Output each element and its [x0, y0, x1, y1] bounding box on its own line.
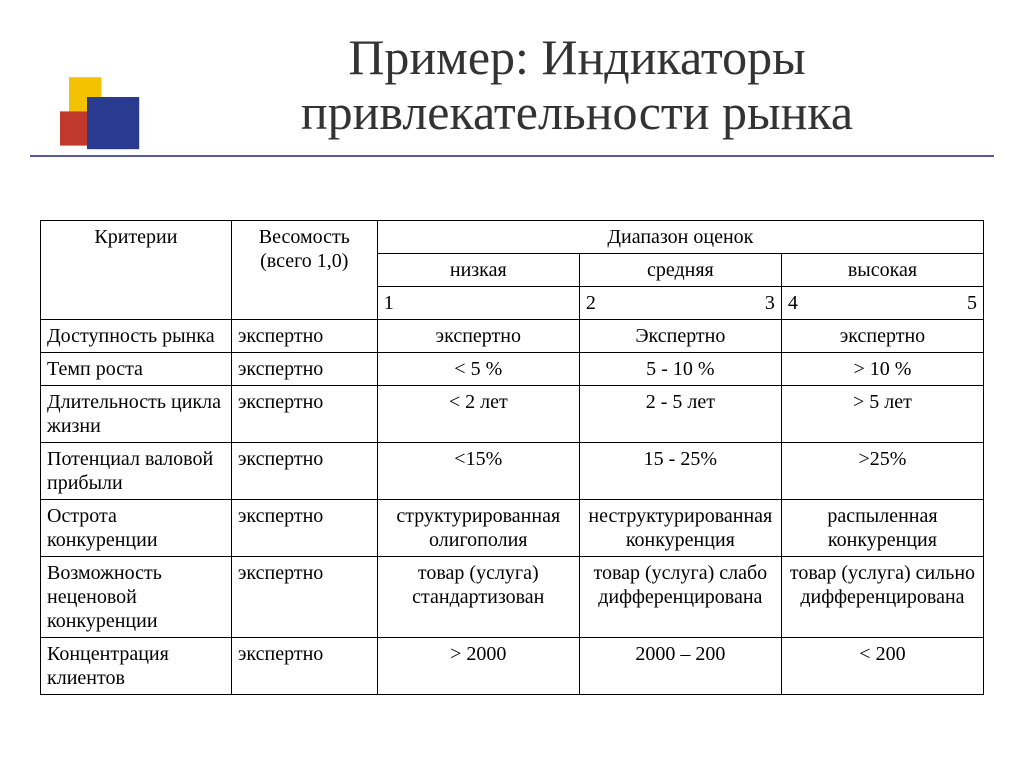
scale-1: 1	[378, 287, 579, 319]
slide: Пример: Индикаторы привлекательности рын…	[0, 0, 1024, 767]
col-header-mid: средняя	[579, 254, 781, 287]
indicators-table: Критерии Весомость (всего 1,0) Диапазон …	[40, 220, 984, 695]
cell-mid: товар (услуга) слабо дифференцирована	[579, 557, 781, 638]
title-block: Пример: Индикаторы привлекательности рын…	[30, 20, 994, 170]
scale-low: 1	[377, 287, 579, 320]
cell-criteria: Доступность рынка	[41, 320, 232, 353]
cell-criteria: Концентрация клиентов	[41, 638, 232, 695]
cell-low: товар (услуга) стандартизован	[377, 557, 579, 638]
table-header-row: Критерии Весомость (всего 1,0) Диапазон …	[41, 221, 984, 254]
scale-2: 2	[580, 287, 681, 319]
table-row: Длительность цикла жизни экспертно < 2 л…	[41, 386, 984, 443]
cell-mid: 15 - 25%	[579, 443, 781, 500]
cell-high: экспертно	[781, 320, 983, 353]
scale-mid: 2 3	[579, 287, 781, 320]
cell-high: < 200	[781, 638, 983, 695]
col-header-high: высокая	[781, 254, 983, 287]
scale-3: 3	[680, 287, 781, 319]
cell-low: структурированная олигополия	[377, 500, 579, 557]
cell-criteria: Темп роста	[41, 353, 232, 386]
cell-weight: экспертно	[231, 500, 377, 557]
cell-high: распыленная конкуренция	[781, 500, 983, 557]
cell-criteria: Возможность неценовой конкуренции	[41, 557, 232, 638]
cell-mid: 2000 – 200	[579, 638, 781, 695]
col-header-range: Диапазон оценок	[377, 221, 983, 254]
cell-mid: неструктурированная конкуренция	[579, 500, 781, 557]
col-header-weight: Весомость (всего 1,0)	[231, 221, 377, 320]
cell-high: >25%	[781, 443, 983, 500]
col-header-criteria: Критерии	[41, 221, 232, 320]
cell-low: < 2 лет	[377, 386, 579, 443]
cell-weight: экспертно	[231, 443, 377, 500]
title-underline	[30, 155, 994, 157]
cell-weight: экспертно	[231, 320, 377, 353]
cell-high: > 5 лет	[781, 386, 983, 443]
table-row: Концентрация клиентов экспертно > 2000 2…	[41, 638, 984, 695]
cell-low: экспертно	[377, 320, 579, 353]
cell-weight: экспертно	[231, 557, 377, 638]
cell-high: товар (услуга) сильно дифференцирована	[781, 557, 983, 638]
cell-criteria: Длительность цикла жизни	[41, 386, 232, 443]
scale-4: 4	[782, 287, 883, 319]
cell-weight: экспертно	[231, 353, 377, 386]
slide-title: Пример: Индикаторы привлекательности рын…	[160, 30, 994, 140]
scale-5: 5	[882, 287, 983, 319]
cell-low: < 5 %	[377, 353, 579, 386]
col-header-low: низкая	[377, 254, 579, 287]
cell-mid: 5 - 10 %	[579, 353, 781, 386]
cell-low: > 2000	[377, 638, 579, 695]
cell-high: > 10 %	[781, 353, 983, 386]
cell-weight: экспертно	[231, 638, 377, 695]
table-row: Потенциал валовой прибыли экспертно <15%…	[41, 443, 984, 500]
cell-criteria: Острота конкуренции	[41, 500, 232, 557]
cell-weight: экспертно	[231, 386, 377, 443]
cell-criteria: Потенциал валовой прибыли	[41, 443, 232, 500]
table-row: Темп роста экспертно < 5 % 5 - 10 % > 10…	[41, 353, 984, 386]
cell-mid: Экспертно	[579, 320, 781, 353]
cell-low: <15%	[377, 443, 579, 500]
table-row: Доступность рынка экспертно экспертно Эк…	[41, 320, 984, 353]
scale-high: 4 5	[781, 287, 983, 320]
table-container: Критерии Весомость (всего 1,0) Диапазон …	[30, 220, 994, 695]
table-row: Возможность неценовой конкуренции экспер…	[41, 557, 984, 638]
logo-icon	[60, 70, 150, 160]
table-row: Острота конкуренции экспертно структурир…	[41, 500, 984, 557]
cell-mid: 2 - 5 лет	[579, 386, 781, 443]
